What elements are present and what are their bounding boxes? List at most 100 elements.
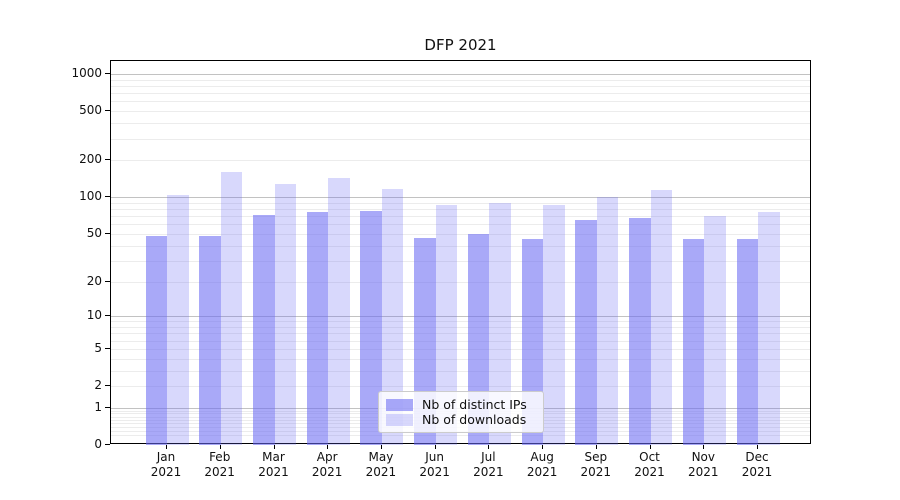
gridline-minor <box>111 101 810 103</box>
gridline-minor <box>111 321 810 323</box>
bar-downloads <box>167 195 189 445</box>
y-tick-mark <box>105 72 110 74</box>
x-tick-mark <box>380 445 382 449</box>
y-tick-label: 100 <box>79 189 102 204</box>
x-tick-mark <box>434 445 436 449</box>
y-tick-label: 500 <box>79 103 102 118</box>
bar-downloads <box>650 190 672 445</box>
y-tick-label: 50 <box>86 225 102 240</box>
y-tick-mark <box>105 315 110 317</box>
y-tick-mark <box>105 444 110 445</box>
legend-label: Nb of downloads <box>422 412 527 427</box>
x-tick-label: Jan 2021 <box>150 450 182 479</box>
gridline-minor <box>111 123 810 124</box>
x-tick-label: Sep 2021 <box>580 450 612 479</box>
x-tick-mark <box>595 445 597 449</box>
bar-downloads <box>381 188 404 445</box>
bar-distinct-ips <box>629 218 651 445</box>
bar-distinct-ips <box>199 236 221 445</box>
gridline-minor <box>111 85 810 87</box>
gridline-minor <box>111 138 810 140</box>
bar-distinct-ips <box>145 236 167 445</box>
x-tick-label: Nov 2021 <box>688 450 719 479</box>
bar-distinct-ips <box>575 220 597 445</box>
gridline-minor <box>111 233 810 235</box>
y-tick-label: 200 <box>79 152 102 167</box>
gridline-major <box>111 197 810 199</box>
x-tick-mark <box>542 445 544 449</box>
y-tick-label: 1000 <box>71 65 102 80</box>
x-tick-mark <box>649 445 651 449</box>
y-tick-mark <box>105 159 110 161</box>
legend-item: Nb of distinct IPs <box>386 397 535 412</box>
legend: Nb of distinct IPs Nb of downloads <box>378 391 544 433</box>
gridline-minor <box>111 202 810 204</box>
y-tick-label: 5 <box>94 340 102 355</box>
bar-distinct-ips <box>306 212 329 445</box>
bar-downloads <box>274 183 296 445</box>
gridline-minor <box>111 281 810 283</box>
gridline-major <box>111 316 810 318</box>
gridline-minor <box>111 358 810 360</box>
y-tick-mark <box>105 110 110 112</box>
x-tick-label: Jun 2021 <box>419 450 450 479</box>
x-tick-label: Oct 2021 <box>634 450 665 479</box>
y-tick-label: 2 <box>94 378 102 392</box>
gridline-minor <box>111 160 810 162</box>
gridline-minor <box>111 327 810 328</box>
x-tick-label: Apr 2021 <box>311 450 343 479</box>
gridline-minor <box>111 348 810 350</box>
chart-title: DFP 2021 <box>424 36 497 54</box>
gridline-minor <box>111 79 810 81</box>
gridline-minor <box>111 370 810 372</box>
x-tick-mark <box>327 445 329 449</box>
gridline-minor <box>111 435 810 437</box>
y-tick-label: 0 <box>94 437 102 451</box>
legend-item: Nb of downloads <box>386 412 535 427</box>
plot-area <box>110 60 811 445</box>
bar-downloads <box>220 171 243 445</box>
x-tick-mark <box>488 445 490 449</box>
bar-distinct-ips <box>360 211 382 445</box>
bar-downloads <box>704 216 726 445</box>
gridline-minor <box>111 111 810 113</box>
bar-distinct-ips <box>682 239 705 445</box>
y-tick-mark <box>105 196 110 198</box>
y-tick-mark <box>105 232 110 234</box>
y-tick-label: 20 <box>86 273 102 288</box>
y-tick-mark <box>105 347 110 349</box>
bar-downloads <box>435 205 458 445</box>
legend-label: Nb of distinct IPs <box>422 397 527 412</box>
bar-distinct-ips <box>253 215 275 445</box>
gridline-minor <box>111 224 810 226</box>
bar-downloads <box>596 197 619 445</box>
bar-downloads <box>489 202 511 445</box>
x-tick-label: Feb 2021 <box>204 450 235 479</box>
x-tick-label: Aug 2021 <box>526 450 558 479</box>
y-tick-mark <box>105 280 110 282</box>
y-tick-label: 10 <box>86 308 102 323</box>
gridline-minor <box>111 209 810 210</box>
x-tick-label: Mar 2021 <box>258 450 289 479</box>
x-tick-mark <box>219 445 221 449</box>
gridline-major <box>111 73 810 75</box>
x-tick-label: Dec 2021 <box>741 450 773 479</box>
x-tick-mark <box>703 445 705 449</box>
bar-distinct-ips <box>736 239 758 445</box>
gridline-minor <box>111 93 810 94</box>
legend-swatch-distinct-ips <box>386 398 413 411</box>
gridline-minor <box>111 260 810 262</box>
x-tick-mark <box>273 445 275 449</box>
legend-swatch-downloads <box>386 413 413 426</box>
x-tick-mark <box>757 445 758 449</box>
bar-downloads <box>328 178 350 445</box>
bar-downloads <box>543 205 565 445</box>
y-tick-label: 1 <box>94 399 102 414</box>
x-tick-label: May 2021 <box>365 450 397 479</box>
gridline-minor <box>111 386 810 387</box>
gridline-minor <box>111 245 810 247</box>
x-tick-mark <box>166 445 167 449</box>
bar-downloads <box>758 212 780 445</box>
gridline-minor <box>111 216 810 217</box>
